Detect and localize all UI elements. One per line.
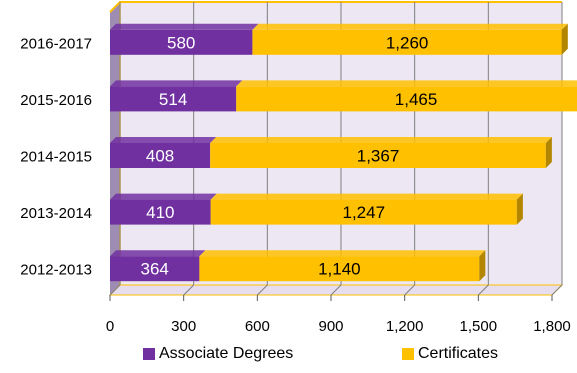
bar-top	[110, 137, 217, 143]
bar-top	[236, 80, 577, 87]
bar-front	[110, 256, 200, 282]
category-label: 2016-2017	[20, 35, 92, 52]
x-tick-label: 0	[106, 318, 114, 335]
bar-front	[110, 86, 237, 112]
legend-swatch-associate	[143, 348, 155, 360]
bar-segment: 1,247	[210, 193, 523, 225]
data-label: 580	[167, 33, 195, 52]
data-label: 1,465	[395, 90, 438, 109]
gridline-floor	[256, 284, 268, 296]
category-label: 2012-2013	[20, 262, 92, 279]
bar-side	[479, 250, 486, 282]
bar-top	[110, 80, 243, 87]
gridline-floor	[109, 284, 121, 296]
data-label: 1,367	[357, 147, 400, 166]
bar-top	[110, 250, 206, 257]
bar-segment: 364	[110, 250, 206, 282]
bar-front	[236, 86, 577, 112]
data-label: 410	[146, 203, 174, 222]
y-axis-categories: 2016-2017 2015-2016 2014-2015 2013-2014 2012…	[20, 35, 92, 278]
legend-label-associate: Associate Degrees	[159, 345, 294, 362]
x-axis: 0 300 600 900 1,200 1,500 1,800	[106, 295, 571, 335]
legend-item-certificates: Certificates	[402, 345, 498, 363]
bar-side	[561, 23, 568, 55]
bar-front	[110, 143, 211, 168]
bar-top	[110, 23, 259, 30]
bar-segment: 408	[110, 137, 217, 168]
x-tick-label: 300	[171, 318, 196, 335]
data-label: 1,260	[386, 33, 429, 52]
bar-top	[252, 23, 568, 30]
gridline-floor	[404, 284, 416, 296]
bar-front	[199, 256, 480, 282]
x-tick-label: 900	[318, 318, 343, 335]
bars: 580 1,260 514 1,465 408 1,367 410 1,247 364 1,140	[110, 23, 577, 282]
bar-top	[210, 193, 523, 200]
legend-label-certificates: Certificates	[418, 345, 499, 362]
x-tick-label: 1,200	[386, 318, 424, 335]
bar-front	[110, 199, 211, 225]
data-label: 1,140	[318, 260, 361, 279]
data-label: 364	[141, 260, 169, 279]
category-label: 2014-2015	[20, 149, 92, 166]
x-tick-label: 1,500	[460, 318, 498, 335]
bar-segment: 514	[110, 80, 243, 112]
bar-top	[199, 250, 486, 257]
x-tick-label: 1,800	[533, 318, 571, 335]
bar-front	[110, 29, 253, 55]
bar-side	[516, 193, 523, 225]
data-label: 1,247	[343, 203, 386, 222]
bar-front	[252, 29, 562, 55]
category-label: 2013-2014	[20, 205, 92, 222]
bar-side	[545, 137, 552, 168]
gridline-floor	[330, 284, 342, 296]
category-label: 2015-2016	[20, 92, 92, 109]
bar-segment: 1,260	[252, 23, 568, 55]
bar-segment: 1,367	[210, 137, 552, 168]
bar-front	[210, 199, 517, 225]
gridline-floor	[477, 284, 489, 296]
legend: Associate Degrees Certificates	[0, 341, 577, 371]
bar-segment: 1,140	[199, 250, 486, 282]
data-label: 408	[146, 147, 174, 166]
bar-segment: 410	[110, 193, 217, 225]
legend-swatch-certificates	[402, 348, 414, 360]
bar-top	[110, 193, 217, 200]
bar-segment: 580	[110, 23, 259, 55]
bar-segment: 1,465	[236, 80, 577, 112]
legend-item-associate: Associate Degrees	[143, 345, 293, 363]
bar-top	[210, 137, 552, 143]
gridline-floor	[551, 284, 563, 296]
x-tick-label: 600	[245, 318, 270, 335]
bar-front	[210, 143, 546, 168]
data-label: 514	[159, 90, 187, 109]
gridline-floor	[183, 284, 195, 296]
